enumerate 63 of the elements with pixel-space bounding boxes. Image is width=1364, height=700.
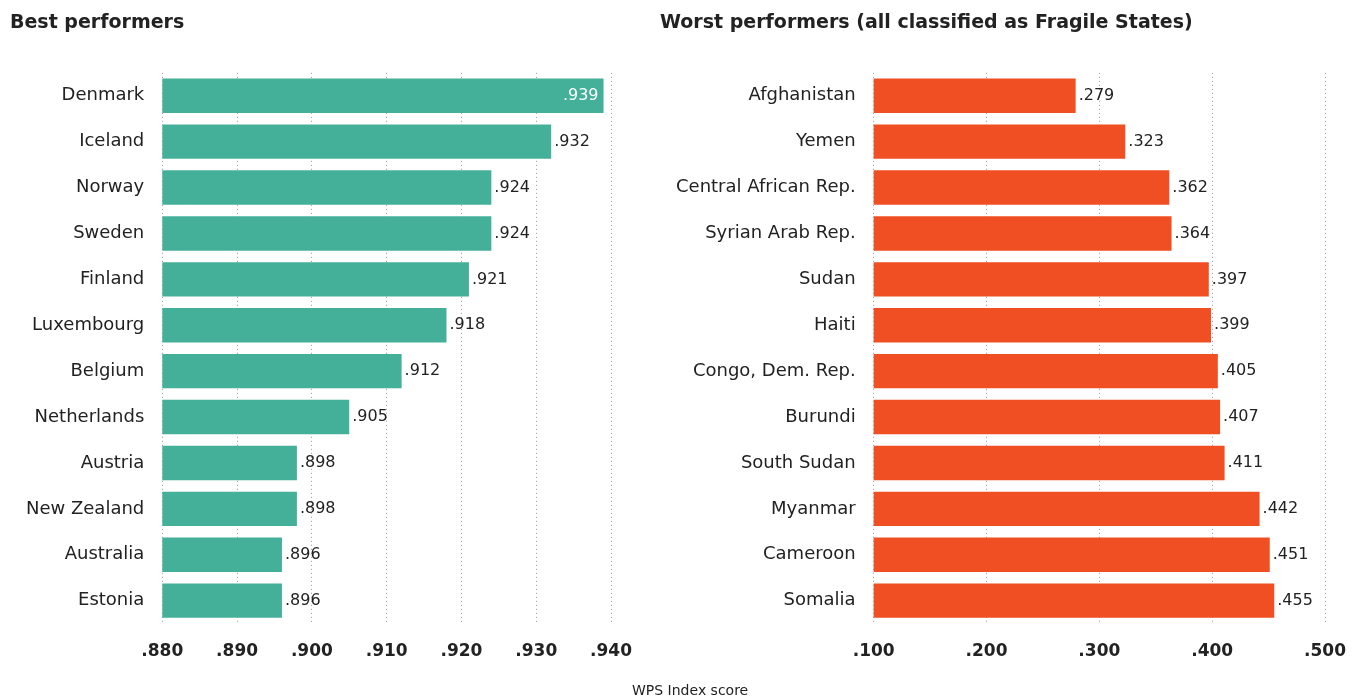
y-tick-label: Netherlands [34, 404, 145, 426]
x-axis-title: WPS Index score [632, 682, 749, 698]
data-label: .924 [494, 222, 530, 242]
data-label: .918 [449, 314, 486, 334]
chart-title: Best performers [10, 10, 185, 32]
y-tick-label: Austria [80, 450, 145, 472]
x-tick-label: .890 [216, 640, 259, 661]
y-tick-label: Belgium [70, 358, 145, 380]
y-tick-label: Norway [75, 175, 145, 197]
x-tick-label: .100 [852, 640, 895, 661]
data-label: .405 [1220, 360, 1257, 380]
x-tick-label: .920 [440, 640, 483, 661]
x-tick-label: .880 [141, 640, 184, 661]
x-tick-label: .400 [1191, 640, 1234, 661]
chart-title: Worst performers (all classified as Fragile States) [660, 10, 1193, 32]
data-label: .451 [1272, 543, 1309, 563]
data-label: .279 [1078, 84, 1115, 104]
data-label: .905 [352, 406, 388, 426]
y-tick-label: South Sudan [740, 450, 856, 472]
x-tick-label: .930 [515, 640, 558, 661]
data-label: .407 [1223, 406, 1259, 426]
y-tick-label: Iceland [79, 129, 145, 151]
y-tick-label: Syrian Arab Rep. [705, 221, 856, 243]
y-tick-label: Australia [64, 542, 145, 564]
y-tick-label: Estonia [78, 588, 145, 610]
x-tick-label: .900 [290, 640, 333, 661]
y-tick-label: Cameroon [762, 542, 856, 564]
y-tick-label: Burundi [785, 404, 856, 426]
y-tick-label: Haiti [814, 312, 856, 334]
data-label: .364 [1174, 222, 1211, 242]
y-tick-label: Congo, Dem. Rep. [692, 358, 856, 380]
y-tick-label: New Zealand [25, 496, 145, 518]
x-tick-label: .300 [1078, 640, 1121, 661]
x-tick-label: .200 [965, 640, 1008, 661]
y-tick-label: Luxembourg [32, 312, 145, 334]
data-label: .939 [562, 84, 599, 104]
data-label: .912 [404, 360, 441, 380]
x-tick-label: .940 [590, 640, 633, 661]
data-label: .896 [284, 589, 321, 609]
data-label: .898 [299, 452, 336, 472]
y-tick-label: Denmark [61, 83, 145, 105]
data-label: .921 [471, 268, 508, 288]
data-label: .932 [554, 130, 590, 150]
data-label: .898 [299, 498, 336, 518]
y-tick-label: Sudan [798, 267, 856, 289]
y-tick-label: Afghanistan [748, 83, 856, 105]
x-tick-label: .500 [1304, 640, 1347, 661]
y-tick-label: Yemen [794, 129, 856, 151]
x-tick-label: .910 [365, 640, 408, 661]
data-label: .323 [1128, 130, 1164, 150]
y-tick-label: Sweden [73, 221, 145, 243]
data-label: .397 [1211, 268, 1248, 288]
data-label: .442 [1262, 498, 1299, 518]
data-label: .362 [1172, 176, 1208, 196]
y-tick-label: Finland [79, 267, 145, 289]
y-tick-label: Somalia [783, 588, 856, 610]
data-label: .399 [1214, 314, 1250, 334]
data-label: .924 [494, 176, 530, 196]
y-tick-label: Central African Rep. [675, 175, 856, 197]
data-label: .455 [1277, 589, 1313, 609]
y-tick-label: Myanmar [771, 496, 857, 518]
data-label: .411 [1227, 452, 1264, 472]
data-label: .896 [284, 543, 321, 563]
